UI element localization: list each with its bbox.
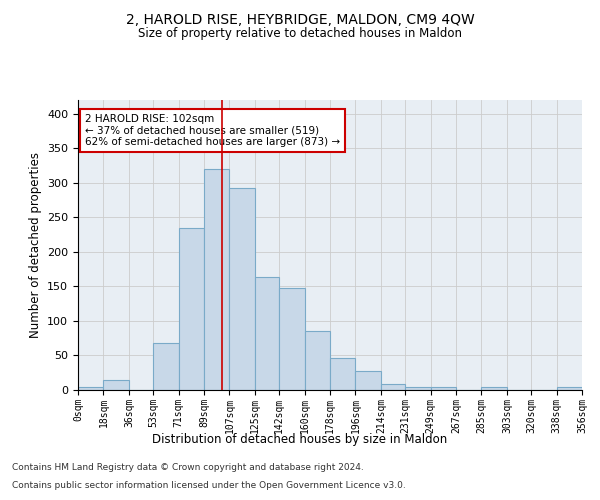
Bar — [103, 380, 129, 390]
Text: 2, HAROLD RISE, HEYBRIDGE, MALDON, CM9 4QW: 2, HAROLD RISE, HEYBRIDGE, MALDON, CM9 4… — [125, 12, 475, 26]
Bar — [431, 387, 456, 390]
Bar — [405, 386, 431, 390]
Bar — [305, 332, 330, 390]
Bar — [78, 387, 103, 390]
Text: Contains HM Land Registry data © Crown copyright and database right 2024.: Contains HM Land Registry data © Crown c… — [12, 464, 364, 472]
Text: 2 HAROLD RISE: 102sqm
← 37% of detached houses are smaller (519)
62% of semi-det: 2 HAROLD RISE: 102sqm ← 37% of detached … — [85, 114, 340, 147]
Bar — [279, 288, 305, 390]
Bar — [229, 188, 255, 390]
Y-axis label: Number of detached properties: Number of detached properties — [29, 152, 41, 338]
Bar — [355, 372, 381, 390]
Bar — [179, 228, 204, 390]
Text: Contains public sector information licensed under the Open Government Licence v3: Contains public sector information licen… — [12, 481, 406, 490]
Bar — [557, 387, 582, 390]
Bar — [330, 358, 355, 390]
Bar — [204, 169, 229, 390]
Bar — [481, 387, 507, 390]
Text: Distribution of detached houses by size in Maldon: Distribution of detached houses by size … — [152, 432, 448, 446]
Text: Size of property relative to detached houses in Maldon: Size of property relative to detached ho… — [138, 28, 462, 40]
Bar — [255, 278, 279, 390]
Bar — [381, 384, 405, 390]
Bar — [153, 343, 179, 390]
